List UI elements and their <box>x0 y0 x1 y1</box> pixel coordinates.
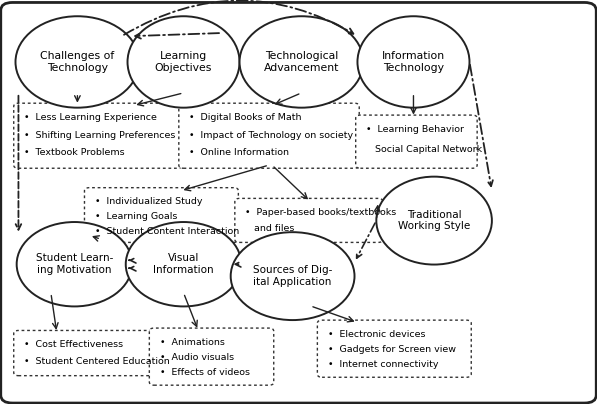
FancyBboxPatch shape <box>235 198 383 242</box>
Text: •  Audio visuals: • Audio visuals <box>160 353 234 362</box>
Text: and files: and files <box>245 224 295 233</box>
Ellipse shape <box>16 16 139 108</box>
Ellipse shape <box>239 16 364 108</box>
Text: •  Gadgets for Screen view: • Gadgets for Screen view <box>328 345 456 354</box>
Text: Information
Technology: Information Technology <box>382 51 445 73</box>
Text: •  Digital Books of Math: • Digital Books of Math <box>189 113 302 122</box>
Ellipse shape <box>126 222 241 306</box>
Ellipse shape <box>376 177 492 265</box>
Text: •  Shifting Learning Preferences: • Shifting Learning Preferences <box>24 130 176 139</box>
FancyBboxPatch shape <box>85 188 238 242</box>
Text: •  Student Content Interaction: • Student Content Interaction <box>95 227 239 236</box>
Text: •  Electronic devices: • Electronic devices <box>328 330 426 339</box>
FancyBboxPatch shape <box>179 103 359 168</box>
Ellipse shape <box>128 16 239 108</box>
Text: •  Paper-based books/textbooks: • Paper-based books/textbooks <box>245 208 396 217</box>
Text: Traditional
Working Style: Traditional Working Style <box>398 210 470 231</box>
Ellipse shape <box>358 16 469 108</box>
FancyBboxPatch shape <box>14 103 182 168</box>
Text: •  Online Information: • Online Information <box>189 148 290 157</box>
Ellipse shape <box>17 222 132 306</box>
FancyBboxPatch shape <box>149 328 274 385</box>
Text: Sources of Dig-
ital Application: Sources of Dig- ital Application <box>253 265 333 287</box>
FancyBboxPatch shape <box>14 330 156 376</box>
Text: Challenges of
Technology: Challenges of Technology <box>40 51 115 73</box>
Text: Social Capital Network: Social Capital Network <box>367 145 482 154</box>
Text: Visual
Information: Visual Information <box>153 253 214 275</box>
Text: Learning
Objectives: Learning Objectives <box>155 51 212 73</box>
Text: •  Animations: • Animations <box>160 338 225 347</box>
Text: •  Individualized Study: • Individualized Study <box>95 197 202 206</box>
Text: •  Cost Effectiveness: • Cost Effectiveness <box>24 340 124 349</box>
Text: •  Impact of Technology on society: • Impact of Technology on society <box>189 130 353 139</box>
Text: •  Student Centered Education: • Student Centered Education <box>24 357 170 366</box>
Text: •  Less Learning Experience: • Less Learning Experience <box>24 113 157 122</box>
FancyBboxPatch shape <box>318 320 471 377</box>
Text: •  Effects of videos: • Effects of videos <box>160 368 250 377</box>
Text: •  Learning Behavior: • Learning Behavior <box>367 124 464 134</box>
Text: •  Learning Goals: • Learning Goals <box>95 212 177 221</box>
FancyBboxPatch shape <box>356 115 477 168</box>
Text: •  Internet connectivity: • Internet connectivity <box>328 360 438 369</box>
Text: Student Learn-
ing Motivation: Student Learn- ing Motivation <box>36 253 113 275</box>
Text: •  Textbook Problems: • Textbook Problems <box>24 148 125 157</box>
Text: Technological
Advancement: Technological Advancement <box>264 51 339 73</box>
Ellipse shape <box>230 232 355 320</box>
